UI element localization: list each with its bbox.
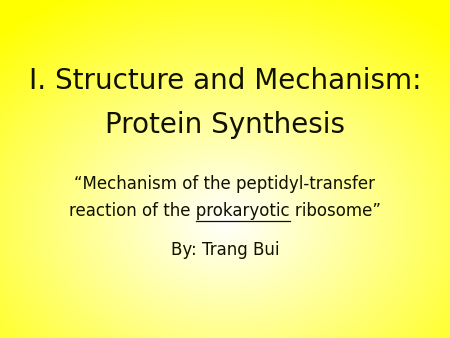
Text: By: Trang Bui: By: Trang Bui — [171, 241, 279, 259]
Text: reaction of the prokaryotic ribosome”: reaction of the prokaryotic ribosome” — [69, 202, 381, 220]
Text: I. Structure and Mechanism:: I. Structure and Mechanism: — [29, 67, 421, 95]
Text: “Mechanism of the peptidyl-transfer: “Mechanism of the peptidyl-transfer — [75, 175, 375, 193]
Text: Protein Synthesis: Protein Synthesis — [105, 111, 345, 139]
